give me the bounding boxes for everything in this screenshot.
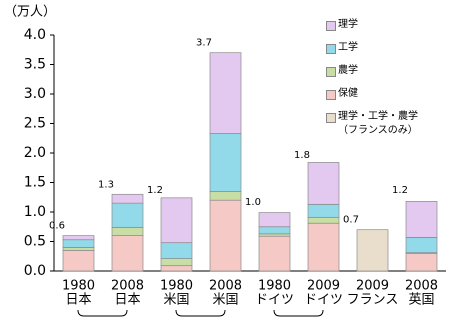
x-tick-label: 日本	[114, 293, 140, 308]
total-label: 0.7	[343, 215, 359, 226]
bracket	[273, 309, 324, 317]
total-label: 0.6	[49, 221, 65, 232]
bar-segment	[209, 199, 242, 272]
x-tick-label: 米国	[163, 293, 189, 308]
x-tick-label: 1980	[258, 279, 291, 294]
legend-label: 理学・工学・農学 （フランスのみ）	[338, 111, 418, 136]
bar-segment	[209, 52, 242, 134]
bar-segment	[356, 229, 389, 272]
bracket	[77, 309, 128, 317]
x-tick-label: 2008	[209, 279, 242, 294]
x-tick-label: フランス	[347, 293, 399, 308]
y-tick-label: 3.5	[24, 57, 46, 73]
legend-item: 農学	[320, 64, 418, 78]
bar-segment	[160, 197, 193, 244]
legend-swatch	[326, 21, 336, 31]
bar-segment	[160, 265, 193, 272]
legend-label: 工学	[338, 42, 358, 53]
x-tick-label: 英国	[408, 293, 434, 308]
bar-segment	[405, 237, 438, 254]
x-tick-label: 日本	[65, 293, 91, 308]
bar-segment	[258, 226, 291, 235]
bar-segment	[209, 191, 242, 201]
bar-segment	[62, 247, 95, 251]
bracket	[175, 309, 226, 317]
bar-segment	[111, 226, 144, 236]
x-tick-label: 2008	[405, 279, 438, 294]
total-label: 1.8	[294, 150, 310, 161]
x-tick-label: ドイツ	[255, 293, 294, 308]
legend-item: 理学	[320, 18, 418, 32]
y-tick-label: 0.0	[24, 263, 46, 279]
x-tick-label: 1980	[160, 279, 193, 294]
legend-swatch	[326, 44, 336, 54]
bar-segment	[307, 222, 340, 272]
y-unit: （万人）	[4, 5, 56, 20]
legend-item: 理学・工学・農学 （フランスのみ）	[320, 110, 418, 138]
x-tick-label: 2009	[307, 279, 340, 294]
bar-segment	[111, 202, 144, 228]
bar-segment	[307, 203, 340, 218]
y-tick-label: 4.0	[24, 27, 46, 43]
x-tick-label: 1980	[62, 279, 95, 294]
x-tick-label: 米国	[212, 293, 238, 308]
total-label: 1.2	[392, 185, 408, 196]
legend-swatch	[326, 90, 336, 100]
bar-segment	[62, 239, 95, 248]
total-label: 1.2	[147, 185, 163, 196]
bar-segment	[258, 233, 291, 237]
bar-segment	[405, 201, 438, 238]
legend-label: 保健	[338, 88, 358, 99]
bar-segment	[209, 133, 242, 192]
total-label: 1.3	[98, 179, 114, 190]
legend-label: 農学	[338, 65, 358, 76]
bar-segment	[62, 235, 95, 241]
y-tick-label: 0.5	[24, 234, 46, 250]
legend-swatch	[326, 113, 336, 123]
bar-segment	[111, 193, 144, 204]
bar-segment	[307, 162, 340, 205]
y-tick-label: 2.0	[24, 145, 46, 161]
y-tick-label: 1.0	[24, 204, 46, 220]
total-label: 3.7	[196, 38, 212, 49]
bar-segment	[111, 235, 144, 272]
legend-item: 保健	[320, 87, 418, 101]
total-label: 1.0	[245, 197, 261, 208]
bar-segment	[258, 212, 291, 228]
bar-segment	[405, 252, 438, 272]
bar-segment	[160, 258, 193, 267]
legend: 理学工学農学保健理学・工学・農学 （フランスのみ）	[320, 18, 418, 147]
x-tick-label: ドイツ	[304, 293, 343, 308]
legend-label: 理学	[338, 19, 358, 30]
y-tick-label: 1.5	[24, 175, 46, 191]
bar-segment	[62, 250, 95, 272]
bar-segment	[258, 235, 291, 272]
x-tick-label: 2008	[111, 279, 144, 294]
bar-segment	[160, 242, 193, 259]
legend-swatch	[326, 67, 336, 77]
y-tick-label: 2.5	[24, 116, 46, 132]
y-tick-label: 3.0	[24, 86, 46, 102]
x-tick-label: 2009	[356, 279, 389, 294]
bar-segment	[307, 216, 340, 224]
legend-item: 工学	[320, 41, 418, 55]
